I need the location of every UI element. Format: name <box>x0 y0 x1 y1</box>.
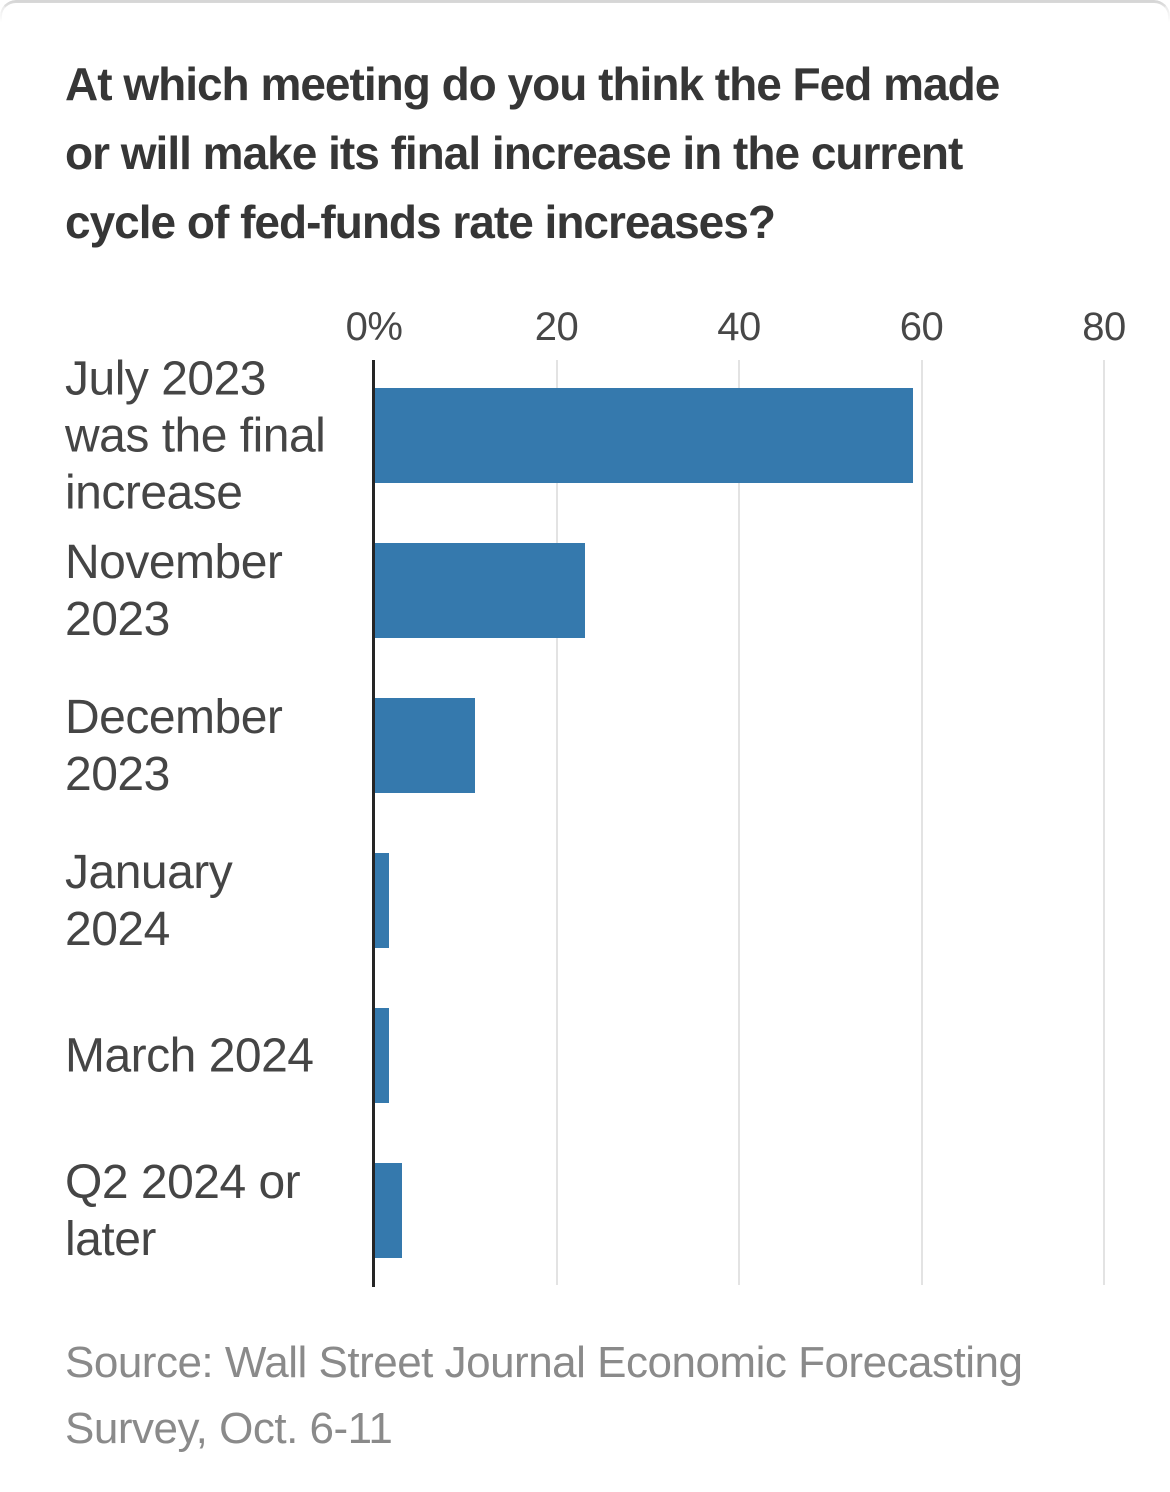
category-label: July 2023 was the final increase <box>65 352 326 519</box>
category-label: November 2023 <box>65 535 283 646</box>
x-tick-label: 60 <box>899 305 944 349</box>
gridline <box>555 360 558 1285</box>
gridline <box>1103 360 1105 1285</box>
x-tick-label: 20 <box>534 305 579 349</box>
gridline <box>920 360 923 1285</box>
bar <box>375 853 389 948</box>
source-note: Source: Wall Street Journal Economic For… <box>65 1338 1023 1453</box>
gridline <box>738 360 740 1285</box>
bar <box>375 698 475 793</box>
bar <box>375 543 585 638</box>
category-label: December 2023 <box>65 690 283 801</box>
category-label: March 2024 <box>65 1029 314 1082</box>
bar <box>375 1163 402 1258</box>
bar <box>375 1008 389 1103</box>
x-tick-label: 40 <box>717 305 761 349</box>
x-tick-label: 0% <box>345 305 403 349</box>
bar <box>375 388 913 483</box>
category-label: January 2024 <box>65 845 233 956</box>
x-tick-label: 80 <box>1082 305 1126 349</box>
chart-title: At which meeting do you think the Fed ma… <box>65 58 1000 248</box>
y-axis-line <box>372 360 375 1287</box>
card-top-border <box>0 0 1170 22</box>
category-label: Q2 2024 or later <box>65 1155 301 1266</box>
